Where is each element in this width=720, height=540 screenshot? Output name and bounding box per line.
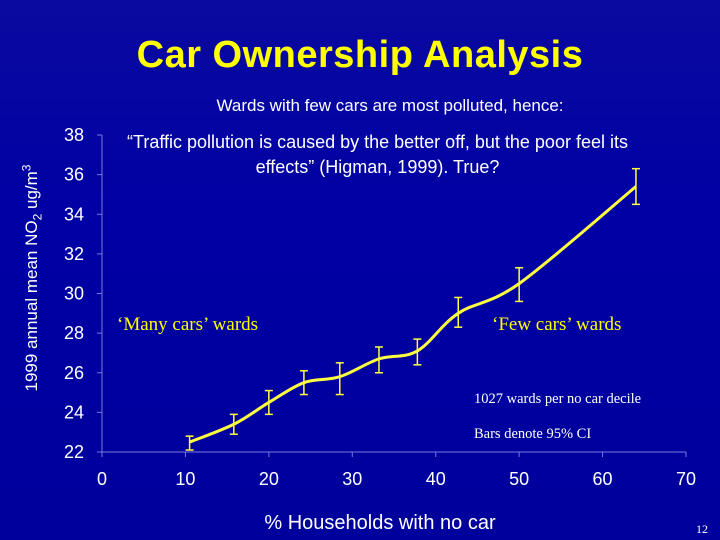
note-wards-per-decile: 1027 wards per no car decile (474, 391, 642, 407)
x-tick-label: 70 (676, 469, 696, 489)
y-tick-label: 28 (64, 323, 84, 343)
y-tick-label: 38 (64, 125, 84, 145)
x-tick-label: 0 (97, 469, 107, 489)
x-tick-label: 40 (426, 469, 446, 489)
y-axis-label-main: 1999 annual mean NO (22, 220, 42, 392)
slide-subtitle: Wards with few cars are most polluted, h… (216, 96, 564, 115)
y-axis-label: 1999 annual mean NO2 ug/m3 (19, 165, 44, 392)
error-bars (185, 167, 640, 451)
note-error-bars: Bars denote 95% CI (474, 426, 592, 442)
y-tick-label: 36 (64, 165, 84, 185)
slide-title: Car Ownership Analysis (136, 34, 584, 76)
y-tick-label: 22 (64, 442, 84, 462)
x-tick-label: 10 (175, 469, 195, 489)
series-lines (189, 185, 637, 444)
y-axis-label-unit: ug/m (22, 171, 42, 214)
x-axis-label: % Households with no car (264, 512, 496, 534)
slide-number: 12 (696, 522, 708, 536)
y-tick-label: 26 (64, 363, 84, 383)
annotation-few-cars: ‘Few cars’ wards (492, 314, 622, 335)
y-tick-label: 30 (64, 284, 84, 304)
y-tick-label: 32 (64, 244, 84, 264)
x-tick-label: 20 (259, 469, 279, 489)
x-tick-label: 50 (509, 469, 529, 489)
y-axis-label-superscript: 3 (19, 164, 34, 172)
x-tick-label: 60 (593, 469, 613, 489)
y-tick-label: 24 (64, 402, 84, 422)
chart-ticks: 0 10 20 30 40 50 60 70 22 24 26 28 30 32 34 36 38 (64, 125, 696, 489)
y-axis-label-subscript: 2 (30, 213, 45, 221)
annotation-many-cars: ‘Many cars’ wards (117, 314, 259, 335)
quote-text: “Traffic pollution is caused by the bett… (127, 132, 628, 177)
series-line (189, 185, 637, 444)
x-tick-label: 30 (342, 469, 362, 489)
y-tick-label: 34 (64, 204, 84, 224)
